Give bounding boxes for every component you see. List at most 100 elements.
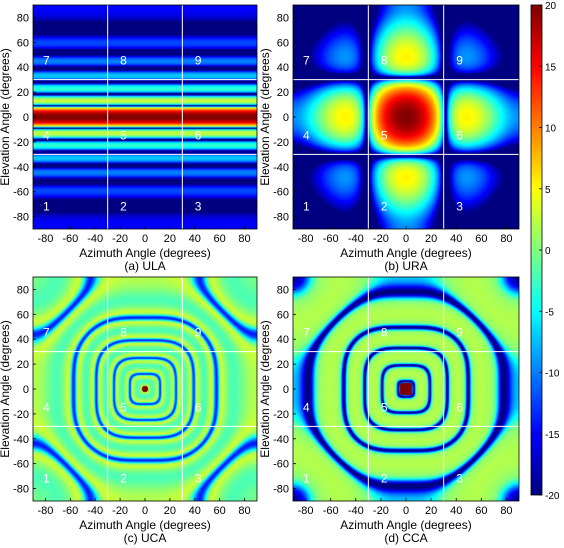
x-tick-label: 60 bbox=[475, 233, 487, 245]
x-tick-label: -80 bbox=[37, 233, 53, 245]
region-label-7: 7 bbox=[303, 54, 310, 68]
x-axis-label: Azimuth Angle (degrees) bbox=[340, 518, 471, 532]
colorbar-tick-label: -5 bbox=[545, 307, 554, 318]
region-label-4: 4 bbox=[43, 400, 50, 414]
region-label-3: 3 bbox=[456, 471, 463, 485]
x-tick-label: -40 bbox=[87, 505, 103, 517]
y-tick-label: 20 bbox=[17, 359, 29, 371]
y-tick-label: -20 bbox=[13, 409, 29, 421]
y-axis-label: Elevation Angle (degrees) bbox=[0, 320, 12, 457]
y-tick-label: -20 bbox=[273, 137, 289, 149]
x-axis-label: Azimuth Angle (degrees) bbox=[340, 246, 471, 260]
y-tick-label: -40 bbox=[273, 162, 289, 174]
region-label-6: 6 bbox=[195, 128, 202, 142]
y-tick-label: 20 bbox=[277, 87, 289, 99]
x-tick-label: -60 bbox=[62, 233, 78, 245]
y-tick-label: -20 bbox=[13, 137, 29, 149]
region-label-2: 2 bbox=[120, 471, 127, 485]
x-tick-label: 40 bbox=[189, 505, 201, 517]
x-tick-label: 80 bbox=[238, 233, 250, 245]
region-label-8: 8 bbox=[120, 54, 127, 68]
x-tick-label: 0 bbox=[403, 233, 409, 245]
y-tick-label: -60 bbox=[273, 187, 289, 199]
y-tick-label: 40 bbox=[17, 62, 29, 74]
colorbar-tick-label: -20 bbox=[545, 491, 560, 502]
x-tick-label: 80 bbox=[238, 505, 250, 517]
heatmap-image bbox=[33, 277, 257, 501]
y-tick-label: 40 bbox=[17, 334, 29, 346]
y-tick-label: -60 bbox=[273, 459, 289, 471]
chart-panel-ula: 1 2 3 4 5 6 7 8 9 -80 -60 -40 -20 0 20 40 60 80 80 60 40 20 0 -… bbox=[0, 4, 258, 273]
y-tick-label: -80 bbox=[273, 484, 289, 496]
x-tick-label: -20 bbox=[373, 505, 389, 517]
region-label-1: 1 bbox=[43, 471, 50, 485]
chart-panel-cca: 1 2 3 4 5 6 7 8 9 -80 -60 -40 -20 0 20 40 60 80 80 60 40 20 0 -… bbox=[258, 276, 520, 545]
region-label-3: 3 bbox=[195, 199, 202, 213]
x-tick-label: -60 bbox=[323, 505, 339, 517]
colorbar-gradient bbox=[531, 5, 542, 495]
x-tick-label: 0 bbox=[142, 233, 148, 245]
y-tick-label: 60 bbox=[17, 309, 29, 321]
x-tick-label: 80 bbox=[500, 505, 512, 517]
chart-panel-ura: 1 2 3 4 5 6 7 8 9 -80 -60 -40 -20 0 20 40 60 80 80 60 40 20 0 -… bbox=[258, 4, 520, 273]
x-tick-label: 60 bbox=[214, 233, 226, 245]
x-tick-label: 20 bbox=[425, 233, 437, 245]
x-tick-label: -80 bbox=[37, 505, 53, 517]
region-label-6: 6 bbox=[456, 400, 463, 414]
y-tick-label: 0 bbox=[23, 384, 29, 396]
colorbar-tick-label: 10 bbox=[545, 124, 557, 135]
region-label-6: 6 bbox=[195, 400, 202, 414]
region-label-8: 8 bbox=[381, 54, 388, 68]
x-tick-label: 20 bbox=[164, 505, 176, 517]
panel-caption: (d) CCA bbox=[384, 531, 427, 545]
colorbar-tick-label: 5 bbox=[545, 185, 551, 196]
colorbar-tick-label: 15 bbox=[545, 62, 557, 73]
y-tick-label: 80 bbox=[277, 12, 289, 24]
y-tick-label: 80 bbox=[277, 284, 289, 296]
x-tick-label: -20 bbox=[112, 505, 128, 517]
y-tick-label: 80 bbox=[17, 12, 29, 24]
region-label-2: 2 bbox=[381, 199, 388, 213]
x-tick-label: 0 bbox=[142, 505, 148, 517]
x-tick-label: 60 bbox=[214, 505, 226, 517]
y-tick-label: 60 bbox=[17, 37, 29, 49]
region-label-9: 9 bbox=[195, 326, 202, 340]
region-label-5: 5 bbox=[120, 128, 127, 142]
x-tick-label: 20 bbox=[425, 505, 437, 517]
y-axis-label: Elevation Angle (degrees) bbox=[258, 320, 272, 457]
region-label-8: 8 bbox=[381, 326, 388, 340]
colorbar-tick-label: -10 bbox=[545, 369, 560, 380]
x-tick-label: 40 bbox=[450, 505, 462, 517]
y-tick-label: 60 bbox=[277, 37, 289, 49]
y-tick-label: 80 bbox=[17, 284, 29, 296]
x-tick-label: -40 bbox=[348, 505, 364, 517]
y-tick-label: 0 bbox=[283, 384, 289, 396]
y-tick-label: -60 bbox=[13, 187, 29, 199]
region-label-4: 4 bbox=[303, 400, 310, 414]
y-tick-label: 40 bbox=[277, 62, 289, 74]
y-tick-label: -80 bbox=[13, 484, 29, 496]
x-tick-label: -80 bbox=[298, 505, 314, 517]
region-label-7: 7 bbox=[43, 54, 50, 68]
x-tick-label: 40 bbox=[189, 233, 201, 245]
x-tick-label: -80 bbox=[298, 233, 314, 245]
region-label-3: 3 bbox=[456, 199, 463, 213]
y-tick-label: 20 bbox=[17, 87, 29, 99]
y-tick-label: -40 bbox=[273, 434, 289, 446]
y-tick-label: 20 bbox=[277, 359, 289, 371]
region-label-4: 4 bbox=[43, 128, 50, 142]
x-tick-label: 40 bbox=[450, 233, 462, 245]
x-tick-label: -40 bbox=[348, 233, 364, 245]
region-label-3: 3 bbox=[195, 471, 202, 485]
region-label-5: 5 bbox=[381, 128, 388, 142]
heatmap-image bbox=[33, 5, 257, 229]
region-label-9: 9 bbox=[456, 326, 463, 340]
y-tick-label: 0 bbox=[23, 112, 29, 124]
colorbar-tick-label: -15 bbox=[545, 430, 560, 441]
x-tick-label: 0 bbox=[403, 505, 409, 517]
colorbar-tick-label: 0 bbox=[545, 246, 551, 257]
y-tick-label: 40 bbox=[277, 334, 289, 346]
x-axis-label: Azimuth Angle (degrees) bbox=[79, 518, 210, 532]
x-tick-label: 60 bbox=[475, 505, 487, 517]
